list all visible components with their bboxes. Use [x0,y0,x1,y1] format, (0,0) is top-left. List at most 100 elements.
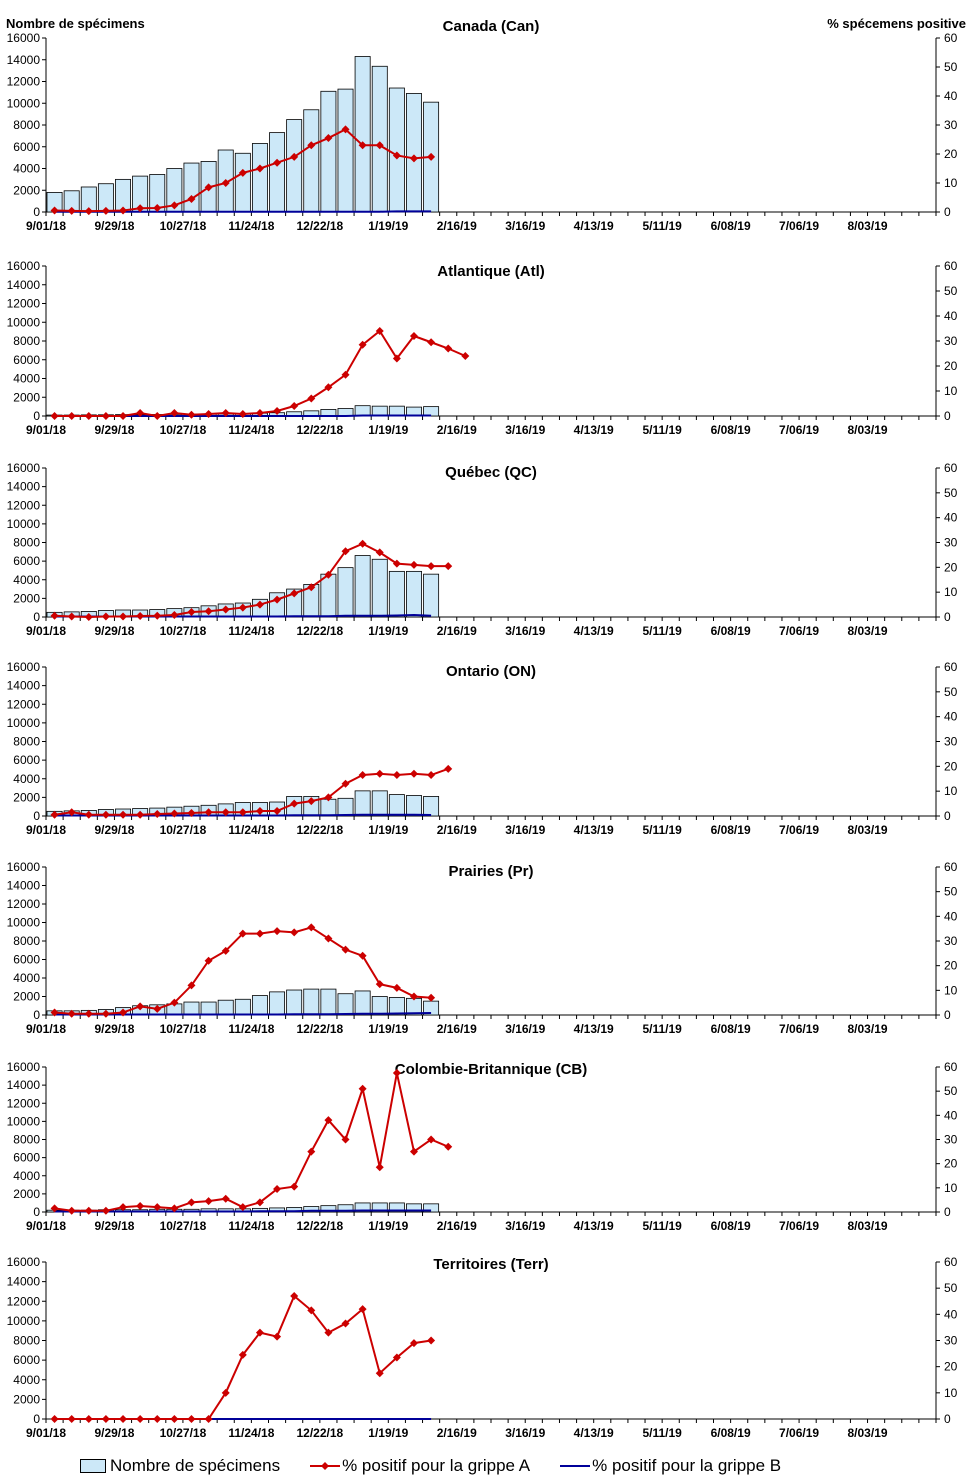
x-tick-label: 9/01/18 [26,624,66,638]
bar-specimens [337,1204,354,1213]
point-flu-a [392,1069,401,1078]
x-tick-label: 3/16/19 [505,1426,545,1440]
point-flu-a [324,1328,333,1337]
point-flu-a [273,927,282,936]
x-tick-label: 4/13/19 [574,219,614,233]
point-flu-a [119,1008,128,1017]
point-flu-a [50,206,59,215]
point-flu-a [136,1201,145,1210]
y-left-tick-label: 4000 [13,772,40,786]
x-tick-label: 12/22/18 [296,624,343,638]
point-flu-a [67,1009,76,1018]
point-flu-a [238,410,247,418]
x-tick-label: 9/29/18 [94,1426,134,1440]
y-left-tick-label: 14000 [7,1078,41,1092]
point-flu-a [153,1415,162,1423]
y-right-tick-label: 0 [944,409,951,423]
x-tick-label: 5/11/19 [642,823,682,837]
point-flu-a [84,613,93,621]
x-tick-label: 11/24/18 [228,1022,274,1036]
x-tick-label: 9/29/18 [94,423,134,437]
x-tick-label: 9/01/18 [26,1022,66,1036]
y-left-tick-label: 0 [33,1205,40,1219]
y-right-tick-label: 40 [944,1307,958,1321]
x-tick-label: 12/22/18 [296,423,343,437]
chart-title: Atlantique (Atl) [437,263,544,280]
bar-specimens [337,993,354,1016]
y-right-tick-label: 20 [944,359,958,373]
x-tick-label: 12/22/18 [296,1426,343,1440]
x-tick-label: 11/24/18 [228,1426,274,1440]
point-flu-a [136,204,145,213]
x-tick-label: 9/29/18 [94,219,134,233]
point-flu-a [255,1328,264,1337]
x-tick-label: 6/08/19 [711,219,751,233]
point-flu-a [341,370,350,379]
x-tick-label: 1/19/19 [368,219,408,233]
y-left-tick-label: 2000 [13,390,40,404]
y-right-tick-label: 10 [944,1181,958,1195]
x-tick-label: 9/29/18 [94,1219,134,1233]
point-flu-a [50,1415,59,1423]
y-right-tick-label: 60 [944,1060,958,1074]
point-flu-a [170,809,179,818]
x-tick-label: 5/11/19 [642,1426,682,1440]
legend: Nombre de spécimens % positif pour la gr… [80,1455,811,1477]
y-right-tick-label: 20 [944,1157,958,1171]
legend-swatch-flu-b [560,1465,591,1467]
point-flu-a [392,1353,401,1362]
point-flu-a [409,1147,418,1156]
point-flu-a [238,929,247,938]
y-left-tick-label: 14000 [7,278,41,292]
line-flu-a [54,1072,449,1212]
x-tick-label: 5/11/19 [642,423,682,437]
point-flu-a [119,206,128,215]
y-left-tick-label: 6000 [13,140,40,154]
bar-specimens [371,558,388,618]
y-right-tick-label: 30 [944,536,958,550]
y-left-tick-label: 16000 [7,1060,41,1074]
point-flu-a [221,179,230,187]
point-flu-a [273,407,282,415]
x-tick-label: 10/27/18 [160,1219,207,1233]
y-right-tick-label: 20 [944,1360,958,1374]
x-tick-label: 2/16/19 [437,1219,477,1233]
point-flu-a [187,981,196,990]
y-left-tick-label: 8000 [13,536,40,550]
point-flu-a [375,769,384,778]
y-right-tick-label: 10 [944,983,958,997]
point-flu-a [444,1142,453,1151]
point-flu-a [170,611,179,620]
point-flu-a [153,611,162,620]
y-left-tick-label: 4000 [13,1373,40,1387]
point-flu-a [409,560,418,569]
y-right-tick-label: 10 [944,784,958,798]
point-flu-a [136,810,145,819]
y-right-tick-label: 0 [944,1008,951,1022]
y-left-tick-label: 0 [33,1412,40,1426]
y-right-tick-label: 40 [944,511,958,525]
point-flu-a [170,1204,179,1213]
y-right-tick-label: 50 [944,1281,958,1295]
bar-specimens [406,93,422,213]
point-flu-a [255,409,264,417]
point-flu-a [273,1185,282,1194]
point-flu-a [50,1204,59,1213]
point-flu-a [255,164,264,173]
bar-specimens [303,1206,320,1213]
point-flu-a [375,548,384,557]
point-flu-a [444,562,453,571]
point-flu-a [358,951,367,960]
bar-specimens [251,143,268,213]
y-left-tick-label: 16000 [7,31,41,45]
point-flu-a [238,603,247,612]
x-tick-label: 3/16/19 [505,624,545,638]
point-flu-a [392,771,401,780]
x-tick-label: 2/16/19 [437,1426,477,1440]
y-left-tick-label: 16000 [7,461,41,475]
point-flu-a [427,993,436,1002]
x-tick-label: 4/13/19 [574,423,614,437]
y-left-tick-label: 8000 [13,118,40,132]
y-right-tick-label: 50 [944,284,958,298]
chart-panel-7: Territoires (Terr) 0 2000 4000 6000 8000 10000… [7,1255,958,1440]
